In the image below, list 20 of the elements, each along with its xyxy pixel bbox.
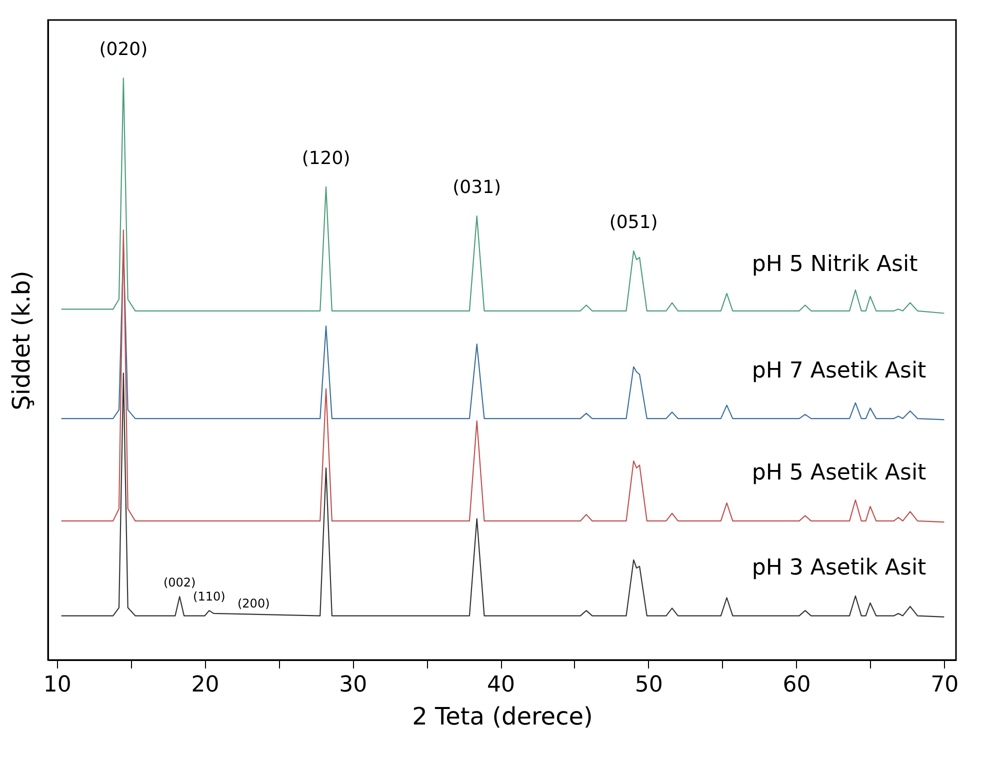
x-tick-label: 10: [43, 672, 72, 698]
series-label: pH 5 Asetik Asit: [752, 460, 927, 486]
annotation: (051): [609, 212, 658, 233]
x-tick-label: 60: [782, 672, 811, 698]
annotation: (120): [302, 148, 350, 169]
x-tick-label: 30: [339, 672, 368, 698]
annotation: (020): [99, 39, 148, 60]
x-tick-label: 40: [487, 672, 516, 698]
annotation: (110): [193, 590, 226, 604]
x-axis-title: 2 Teta (derece): [412, 702, 593, 730]
series-label: pH 3 Asetik Asit: [752, 555, 927, 580]
annotation: (200): [237, 596, 270, 610]
x-tick-label: 20: [191, 672, 220, 698]
y-axis-title: Şiddet (k.b): [8, 270, 36, 410]
annotation: (002): [163, 576, 196, 590]
series-label: pH 5 Nitrik Asit: [752, 252, 918, 277]
x-tick-label: 50: [634, 672, 663, 698]
annotation: (031): [452, 177, 502, 198]
x-tick-label: 70: [930, 672, 959, 698]
series-label: pH 7 Asetik Asit: [752, 358, 927, 384]
